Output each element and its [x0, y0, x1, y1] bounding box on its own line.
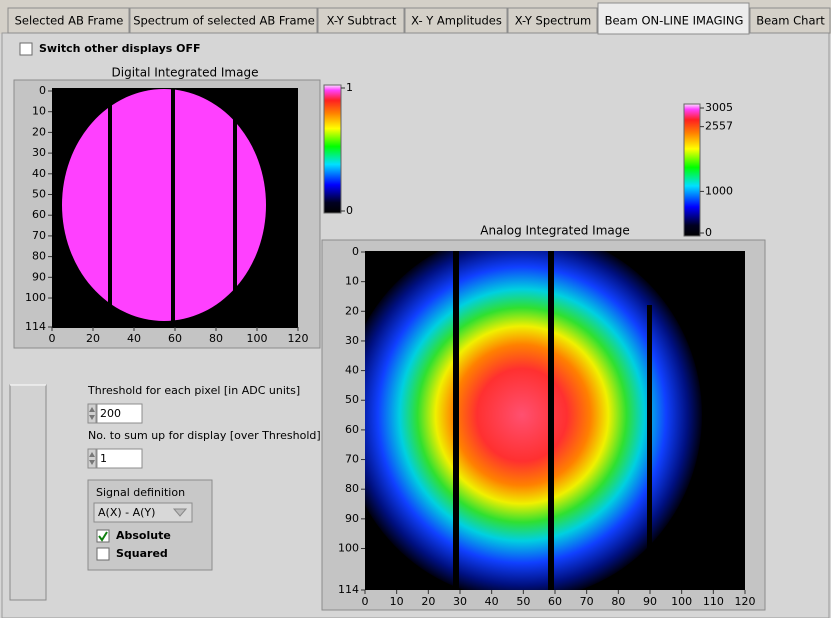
x-tick-label: 10: [390, 595, 404, 608]
x-tick-label: 30: [453, 595, 467, 608]
control-label: Threshold for each pixel [in ADC units]: [87, 384, 300, 397]
y-tick-label: 40: [345, 364, 359, 377]
graph-title: Analog Integrated Image: [480, 224, 630, 238]
colorbar-label: 1000: [705, 184, 733, 197]
dead-strip: [233, 88, 237, 328]
y-tick-label: 80: [345, 482, 359, 495]
y-tick-label: 114: [338, 583, 359, 596]
x-tick-label: 80: [611, 595, 625, 608]
tab-label: Selected AB Frame: [15, 14, 124, 28]
x-tick-label: 120: [735, 595, 756, 608]
y-tick-label: 100: [338, 541, 359, 554]
x-tick-label: 80: [209, 332, 223, 345]
spinner[interactable]: [88, 449, 96, 468]
tab-label: X-Y Subtract: [327, 14, 397, 28]
numeric-value: 1: [100, 452, 107, 465]
checkbox-label: Switch other displays OFF: [39, 42, 201, 55]
checkbox-label: Squared: [116, 547, 168, 560]
y-tick-label: 50: [345, 393, 359, 406]
x-tick-label: 70: [580, 595, 594, 608]
colorbar-label: 2557: [705, 120, 733, 133]
y-tick-label: 20: [32, 125, 46, 138]
tab-label: Spectrum of selected AB Frame: [133, 14, 315, 28]
y-tick-label: 30: [345, 334, 359, 347]
x-tick-label: 20: [86, 332, 100, 345]
colorbar-label: 1: [346, 81, 353, 94]
tab-label: Beam ON-LINE IMAGING: [605, 14, 744, 28]
dead-strip: [171, 88, 175, 328]
colorbar-label: 0: [346, 204, 353, 217]
dead-strip: [108, 88, 112, 328]
x-tick-label: 120: [288, 332, 309, 345]
x-tick-label: 60: [168, 332, 182, 345]
checkbox[interactable]: [20, 43, 32, 55]
colorbar-label: 3005: [705, 101, 733, 114]
numeric-value: 200: [100, 407, 121, 420]
y-tick-label: 10: [32, 105, 46, 118]
checkbox[interactable]: [97, 548, 109, 560]
screen: Digital Integrated Image Analog Integrat…: [0, 0, 831, 618]
y-tick-label: 90: [32, 270, 46, 283]
graph-title: Digital Integrated Image: [112, 66, 259, 80]
y-tick-label: 60: [32, 208, 46, 221]
x-tick-label: 100: [671, 595, 692, 608]
side-panel: [10, 385, 46, 600]
tab-label: X- Y Amplitudes: [411, 14, 502, 28]
group-title: Signal definition: [96, 486, 185, 499]
y-tick-label: 20: [345, 304, 359, 317]
x-tick-label: 60: [548, 595, 562, 608]
y-tick-label: 30: [32, 146, 46, 159]
x-tick-label: 0: [362, 595, 369, 608]
x-tick-label: 50: [516, 595, 530, 608]
x-tick-label: 90: [643, 595, 657, 608]
y-tick-label: 60: [345, 423, 359, 436]
y-tick-label: 10: [345, 275, 359, 288]
y-tick-label: 40: [32, 167, 46, 180]
y-tick-label: 70: [32, 229, 46, 242]
colorbar: [324, 85, 341, 213]
y-tick-label: 50: [32, 188, 46, 201]
dead-strip: [548, 251, 554, 590]
spinner[interactable]: [88, 404, 96, 423]
x-tick-label: 0: [49, 332, 56, 345]
y-tick-label: 0: [352, 245, 359, 258]
x-tick-label: 100: [247, 332, 268, 345]
tab-label: X-Y Spectrum: [515, 14, 592, 28]
dropdown-value: A(X) - A(Y): [98, 506, 155, 519]
y-tick-label: 80: [32, 250, 46, 263]
y-tick-label: 0: [39, 84, 46, 97]
control-label: No. to sum up for display [over Threshol…: [88, 429, 321, 442]
y-tick-label: 114: [25, 320, 46, 333]
tab-label: Beam Chart: [756, 14, 825, 28]
colorbar: [684, 104, 700, 236]
x-tick-label: 40: [485, 595, 499, 608]
y-tick-label: 100: [25, 291, 46, 304]
colorbar-label: 0: [705, 226, 712, 239]
x-tick-label: 40: [127, 332, 141, 345]
dead-strip: [647, 305, 652, 590]
y-tick-label: 90: [345, 512, 359, 525]
y-tick-label: 70: [345, 453, 359, 466]
x-tick-label: 20: [421, 595, 435, 608]
dead-strip: [453, 251, 459, 590]
x-tick-label: 110: [703, 595, 724, 608]
checkbox-label: Absolute: [116, 529, 171, 542]
